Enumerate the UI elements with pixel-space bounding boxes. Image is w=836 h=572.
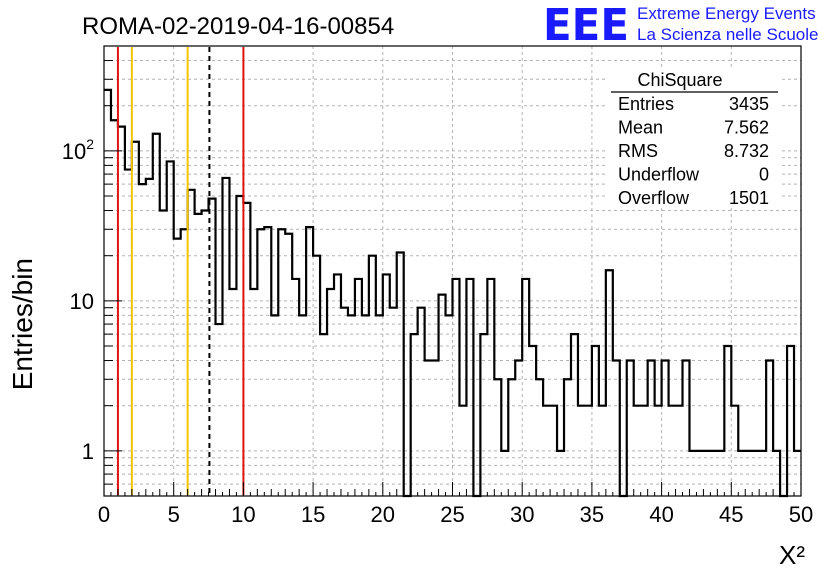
x-tick-label: 50: [789, 502, 813, 527]
stats-value: 0: [759, 165, 769, 185]
x-tick-label: 45: [719, 502, 743, 527]
histogram-series: [104, 88, 801, 498]
stats-label: Mean: [618, 118, 663, 138]
stats-value: 8.732: [724, 141, 769, 161]
stats-value: 1501: [729, 188, 769, 208]
x-tick-label: 20: [371, 502, 395, 527]
stats-box-title: ChiSquare: [637, 70, 722, 90]
x-tick-label: 30: [510, 502, 534, 527]
x-tick-label: 5: [168, 502, 180, 527]
stats-box: ChiSquare Entries 3435 Mean 7.562 RMS 8.732 Un…: [606, 70, 782, 208]
x-axis-label: X²: [779, 540, 805, 570]
y-tick-label: 1: [82, 439, 94, 464]
logo-mark: EEE: [543, 0, 629, 51]
y-axis-label: Entries/bin: [7, 258, 38, 390]
y-tick-label: 102: [62, 136, 94, 164]
stats-value: 3435: [729, 94, 769, 114]
stats-value: 7.562: [724, 118, 769, 138]
x-tick-label: 0: [98, 502, 110, 527]
logo-line-2: La Scienza nelle Scuole: [637, 25, 818, 44]
logo-line-1: Extreme Energy Events: [637, 4, 816, 23]
x-tick-label: 10: [231, 502, 255, 527]
stats-label: Overflow: [618, 188, 690, 208]
stats-box-background: [606, 70, 782, 208]
axis-ticks: 0 5 10 15 20 25 30 35 40 45 50 1 10 102: [62, 45, 813, 527]
chart-title: ROMA-02-2019-04-16-00854: [82, 13, 394, 40]
histogram-line: [104, 88, 801, 498]
y-tick-label: 10: [70, 289, 94, 314]
stats-label: Entries: [618, 94, 674, 114]
reference-lines: [116, 47, 245, 495]
stats-rows: Entries 3435 Mean 7.562 RMS 8.732 Underflow 0 Ov…: [618, 94, 769, 208]
x-tick-label: 25: [440, 502, 464, 527]
stats-label: RMS: [618, 141, 658, 161]
x-tick-label: 35: [580, 502, 604, 527]
stats-label: Underflow: [618, 165, 700, 185]
x-tick-label: 40: [649, 502, 673, 527]
x-tick-label: 15: [301, 502, 325, 527]
eee-logo: EEE Extreme Energy Events La Scienza nel…: [543, 0, 818, 51]
